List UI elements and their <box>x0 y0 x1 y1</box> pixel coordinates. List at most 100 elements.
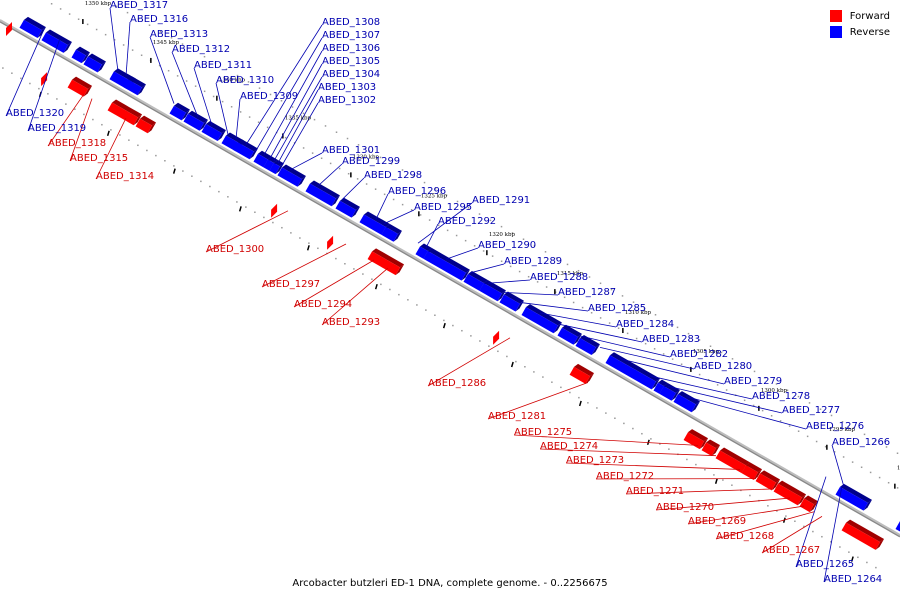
scale-dot-upper <box>356 178 359 180</box>
leader-line <box>539 312 617 328</box>
scale-dot-far <box>676 326 679 329</box>
gene-top <box>339 197 360 210</box>
scale-dot-upper <box>248 116 251 118</box>
gene-label-reverse: ABED_1279 <box>724 376 782 387</box>
gene-label-reverse: ABED_1295 <box>414 202 472 213</box>
gene-label-reverse: ABED_1311 <box>194 60 252 71</box>
scale-dot-upper <box>563 296 566 299</box>
scale-dot-lower <box>227 196 229 198</box>
gene-face <box>557 327 578 345</box>
gene-top <box>281 164 306 179</box>
scale-dot-far <box>709 345 712 347</box>
scale-dot-lower <box>425 309 427 311</box>
scale-dot-upper <box>644 342 647 345</box>
gene-label-reverse: ABED_1289 <box>504 256 562 267</box>
gene-face <box>701 442 717 456</box>
leader-line <box>269 63 323 159</box>
gene-label-reverse: ABED_1278 <box>752 391 810 402</box>
leader-line <box>715 511 815 540</box>
scale-dot-upper <box>851 461 854 463</box>
scale-dot-lower <box>344 263 346 265</box>
gene-top <box>237 139 258 152</box>
scale-dot-lower <box>236 201 238 203</box>
scale-dot-lower <box>29 82 31 85</box>
gene-side <box>515 300 524 312</box>
leader-line <box>281 102 319 166</box>
gene-label-forward: ABED_1297 <box>262 279 320 290</box>
scale-dot-far <box>577 269 580 272</box>
scale-dot-far <box>665 320 668 322</box>
gene-label-reverse: ABED_1317 <box>110 0 168 11</box>
gene-forward-block <box>701 439 721 456</box>
scale-dot-lower <box>200 180 202 183</box>
gene-face <box>183 113 204 131</box>
gene-forward-block <box>773 480 807 506</box>
gene-face <box>415 246 428 259</box>
scale-dot-lower <box>434 314 436 317</box>
gene-reverse-block <box>41 29 72 53</box>
scale-dot-upper <box>680 363 683 366</box>
scale-dot-far <box>511 232 514 234</box>
gene-label-forward: ABED_1272 <box>596 471 654 482</box>
gene-label-forward: ABED_1274 <box>540 441 598 452</box>
scale-dot-lower <box>407 299 409 301</box>
scale-dot-upper <box>329 162 332 165</box>
gene-reverse-block <box>201 121 226 141</box>
scale-dot-upper <box>815 440 818 443</box>
figure-caption: Arcobacter butzleri ED-1 DNA, complete g… <box>292 578 608 589</box>
scale-dot-upper <box>68 13 71 15</box>
gene-forward-marker <box>327 235 334 250</box>
gene-side <box>395 264 405 276</box>
scale-dot-upper <box>167 69 170 72</box>
gene-side <box>671 389 680 401</box>
scale-dot-far <box>247 81 250 83</box>
legend: Forward Reverse <box>829 8 890 40</box>
scale-dot-lower <box>767 505 769 507</box>
scale-dot-upper <box>392 198 395 201</box>
scale-dot-far <box>412 175 415 178</box>
gene-label-reverse: ABED_1284 <box>616 319 674 330</box>
leader-line <box>503 292 559 296</box>
leader-line <box>205 210 289 253</box>
scale-dot-lower <box>803 525 805 528</box>
gene-face <box>423 251 466 281</box>
gene-label-forward: ABED_1271 <box>626 486 684 497</box>
scale-dot-upper <box>608 322 611 324</box>
leader-line <box>255 37 323 151</box>
gene-label-reverse: ABED_1276 <box>806 421 864 432</box>
scale-dot-upper <box>104 33 107 36</box>
leader-line <box>425 223 439 248</box>
scale-dot-lower <box>11 72 13 74</box>
gene-side <box>497 290 506 302</box>
leader-line <box>193 67 213 126</box>
scale-tick-label: 1295 kbp <box>829 427 856 433</box>
gene-top <box>127 76 146 88</box>
scale-dot-upper <box>725 389 728 391</box>
gene-reverse-block <box>575 335 600 356</box>
scale-dot-upper <box>671 358 674 360</box>
scale-dot-lower <box>659 443 661 445</box>
gene-label-reverse: ABED_1304 <box>322 69 380 80</box>
gene-top <box>87 53 106 65</box>
gene-forward-block <box>741 462 763 481</box>
gene-label-reverse: ABED_1310 <box>216 75 274 86</box>
gene-label-reverse: ABED_1319 <box>28 123 86 134</box>
scale-dot-upper <box>653 348 656 350</box>
scale-dot-lower <box>389 288 391 291</box>
gene-forward-marker <box>41 72 48 87</box>
scale-dot-upper <box>473 245 476 247</box>
gene-side <box>863 499 872 511</box>
scale-dot-upper <box>779 420 782 422</box>
gene-forward-block <box>755 470 781 491</box>
scale-dot-lower <box>524 366 526 368</box>
leader-line <box>687 505 805 525</box>
scale-tick <box>442 322 446 329</box>
leader-line <box>625 488 775 495</box>
scale-dot-lower <box>533 371 535 373</box>
scale-dot-lower <box>614 417 616 420</box>
scale-dot-far <box>841 421 844 423</box>
leader-line <box>317 163 343 187</box>
scale-dot-far <box>401 169 404 171</box>
gene-top <box>677 391 700 405</box>
gene-face <box>521 307 558 334</box>
